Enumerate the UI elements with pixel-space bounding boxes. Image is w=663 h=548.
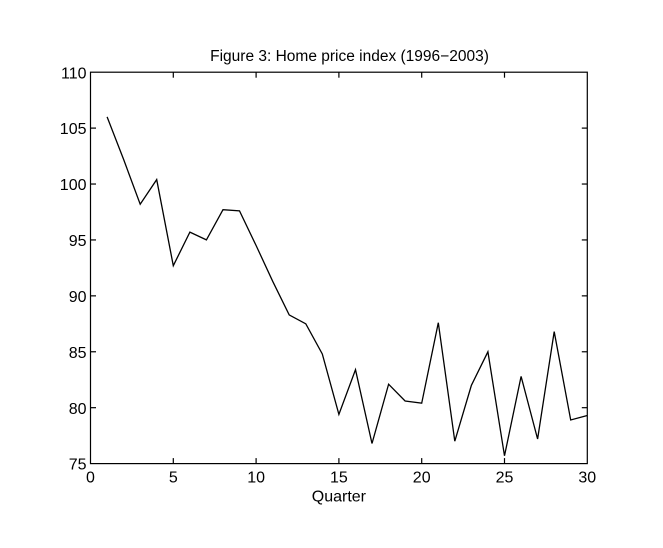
svg-text:30: 30 (578, 470, 596, 487)
svg-text:80: 80 (69, 401, 87, 418)
svg-text:Quarter: Quarter (312, 489, 367, 506)
svg-text:10: 10 (247, 470, 265, 487)
svg-text:85: 85 (69, 345, 87, 362)
svg-text:75: 75 (69, 457, 87, 474)
svg-text:100: 100 (60, 177, 87, 194)
svg-text:105: 105 (60, 121, 87, 138)
svg-text:20: 20 (413, 470, 431, 487)
svg-text:25: 25 (496, 470, 514, 487)
svg-text:95: 95 (69, 233, 87, 250)
svg-text:15: 15 (330, 470, 348, 487)
svg-text:Figure 3: Home price index (19: Figure 3: Home price index (1996−2003) (210, 48, 489, 65)
svg-text:0: 0 (86, 470, 95, 487)
svg-text:5: 5 (169, 470, 178, 487)
svg-text:110: 110 (61, 65, 87, 82)
svg-text:90: 90 (69, 289, 87, 306)
